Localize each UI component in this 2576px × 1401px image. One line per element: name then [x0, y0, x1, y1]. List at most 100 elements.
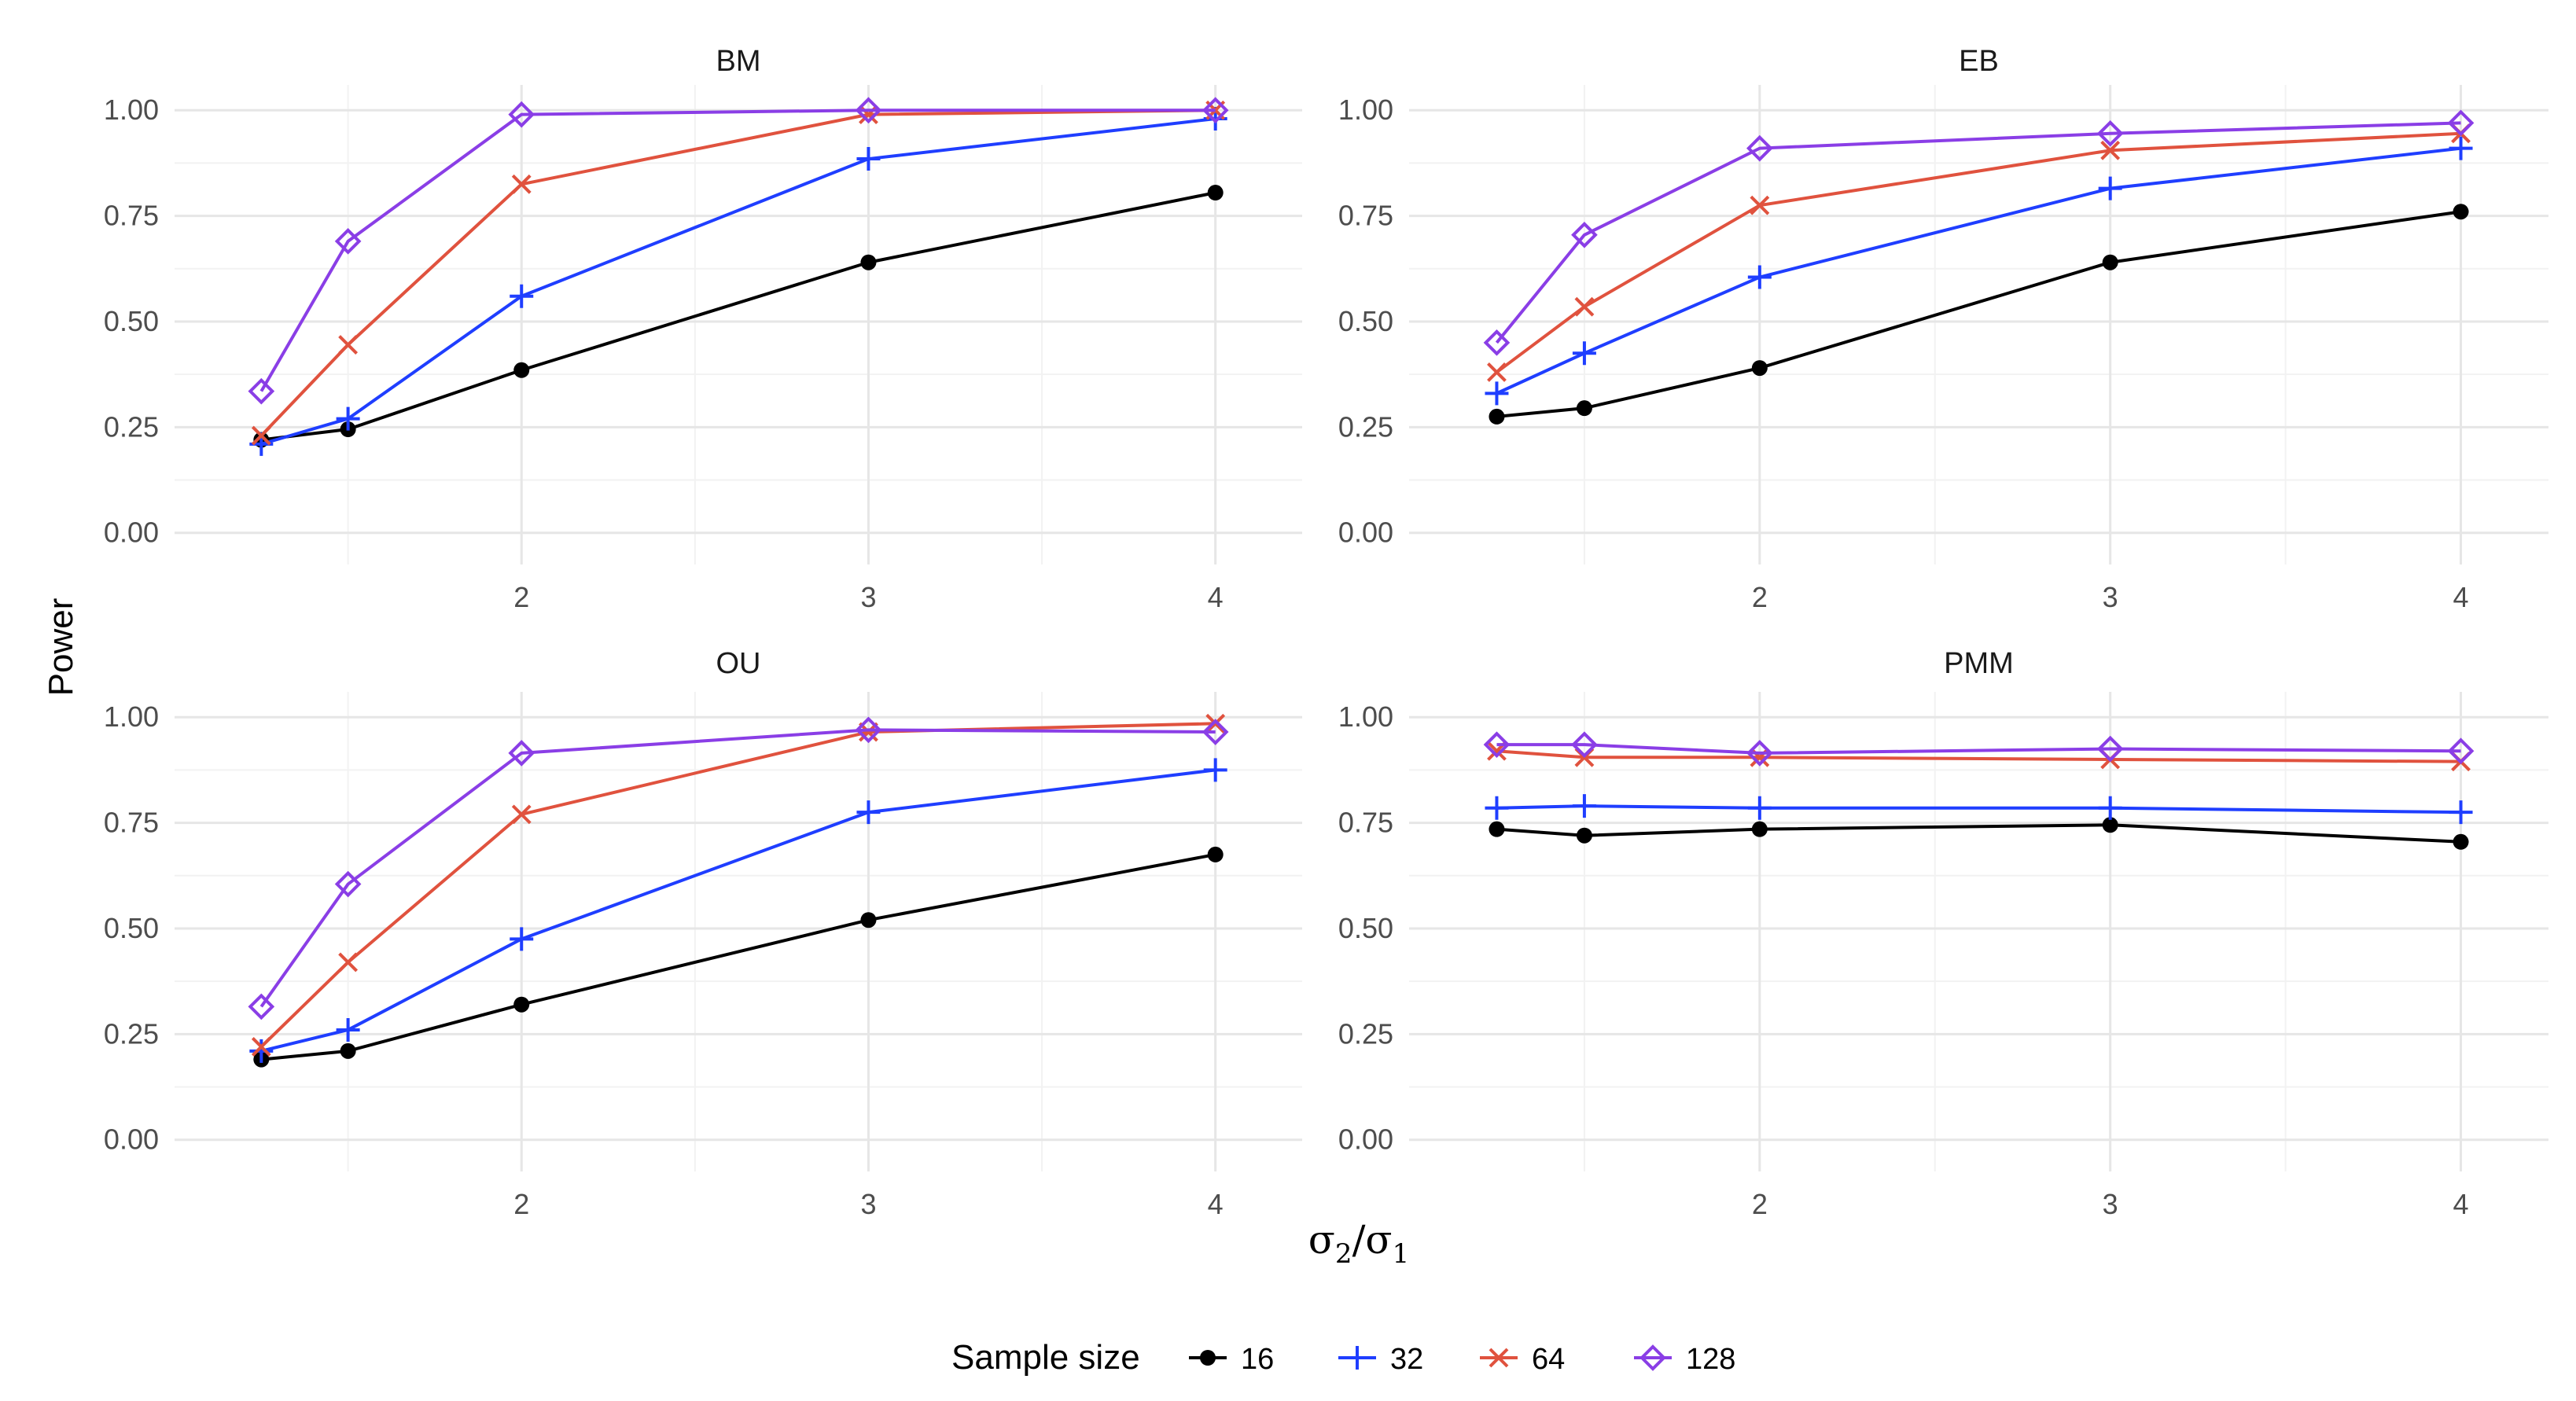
data-point-128: [2096, 120, 2124, 147]
data-point-128: [2447, 737, 2475, 765]
y-axis-title: Power: [42, 598, 80, 697]
y-tick-label: 0.75: [1338, 200, 1393, 232]
data-point-128: [1483, 731, 1511, 759]
data-point-64: [1487, 362, 1507, 382]
legend-marker-diamond: [1639, 1344, 1666, 1371]
data-point-16: [1489, 821, 1505, 837]
series-line-128: [259, 728, 1216, 1008]
data-point-32: [336, 1017, 360, 1042]
panel-eb: EB 0.00 0.25 0.50 0.75 1.00 2 3 4: [1338, 45, 2548, 613]
data-point-32: [856, 800, 881, 825]
series-16: [1489, 204, 2469, 425]
y-tick-label: 0.50: [1338, 912, 1393, 944]
data-point-128: [508, 740, 535, 767]
x-tick-label: 4: [2453, 581, 2469, 613]
series-32: [1485, 794, 2473, 825]
panels: BM 0.00 0.25 0.50 0.75 1.00 2 3 4 EB 0.00 0.25 0.50 0…: [104, 45, 2548, 1220]
legend: Sample size 16 32 64 128: [951, 1338, 1735, 1377]
legend-items: 16 32 64 128: [1189, 1343, 1735, 1376]
series-128: [1483, 109, 2475, 356]
legend-label: 32: [1390, 1343, 1423, 1376]
y-tick-label: 1.00: [1338, 94, 1393, 126]
y-tick-label: 0.75: [104, 200, 159, 232]
data-point-16: [340, 1042, 356, 1059]
x-tick-label: 2: [1752, 1188, 1768, 1220]
y-tick-label: 0.00: [1338, 517, 1393, 549]
data-point-16: [2102, 254, 2118, 270]
data-point-16: [1576, 400, 1592, 417]
legend-label: 16: [1241, 1343, 1274, 1376]
x-tick-label: 3: [860, 1188, 876, 1220]
data-point-32: [2098, 796, 2122, 820]
legend-item-64: 64: [1480, 1343, 1565, 1376]
panel-title: OU: [716, 647, 761, 680]
data-point-128: [1483, 329, 1511, 356]
y-tick-label: 0.25: [104, 1017, 159, 1050]
x-axis-title-sigma-2: σ: [1365, 1217, 1392, 1263]
legend-marker-plus: [1345, 1346, 1369, 1370]
data-point-16: [2453, 833, 2469, 850]
data-point-32: [2098, 176, 2122, 200]
panel-title: BM: [716, 45, 761, 78]
data-point-16: [2453, 204, 2469, 220]
legend-item-16: 16: [1189, 1343, 1274, 1376]
data-point-16: [860, 912, 877, 928]
data-point-32: [2449, 800, 2473, 825]
data-point-128: [1202, 719, 1229, 745]
data-point-16: [1207, 185, 1224, 201]
series-line-128: [1495, 121, 2461, 344]
data-point-128: [2447, 109, 2475, 137]
legend-marker-circle: [1200, 1350, 1216, 1366]
data-point-64: [1205, 713, 1226, 734]
data-point-64: [338, 952, 359, 973]
y-tick-label: 0.00: [1338, 1123, 1393, 1156]
x-axis-title-subscript-2: 2: [1335, 1238, 1352, 1270]
data-point-64: [1574, 296, 1595, 317]
series-64: [1487, 123, 2471, 382]
data-point-64: [1750, 195, 1770, 215]
data-point-16: [1751, 821, 1768, 837]
data-point-64: [511, 174, 532, 194]
data-point-128: [1571, 731, 1598, 759]
series-128: [248, 716, 1229, 1020]
x-tick-label: 2: [513, 581, 529, 613]
major-gridlines: [175, 85, 1302, 564]
panel-bm: BM 0.00 0.25 0.50 0.75 1.00 2 3 4: [104, 45, 1302, 613]
legend-item-32: 32: [1338, 1343, 1423, 1376]
panel-pmm: PMM 0.00 0.25 0.50 0.75 1.00 2 3 4: [1338, 647, 2548, 1220]
y-tick-label: 0.00: [104, 1123, 159, 1156]
major-gridlines: [1409, 692, 2548, 1171]
legend-label: 64: [1532, 1343, 1565, 1376]
data-point-32: [1485, 381, 1509, 406]
x-axis-title: σ2/σ1: [1308, 1217, 1409, 1270]
data-point-16: [1489, 408, 1505, 425]
panel-ou: OU 0.00 0.25 0.50 0.75 1.00 2 3 4: [104, 647, 1302, 1220]
series-32: [249, 758, 1227, 1063]
panel-title: PMM: [1944, 647, 2014, 680]
data-point-128: [2096, 735, 2124, 763]
y-tick-label: 1.00: [1338, 700, 1393, 733]
y-tick-label: 0.25: [1338, 1017, 1393, 1050]
minor-gridlines: [1409, 85, 2548, 564]
data-point-32: [510, 927, 534, 951]
data-point-32: [1572, 341, 1596, 366]
data-point-32: [1485, 796, 1509, 820]
data-point-32: [2449, 136, 2473, 160]
y-tick-label: 0.50: [104, 912, 159, 944]
legend-marker-cross: [1489, 1348, 1509, 1368]
x-tick-label: 2: [1752, 581, 1768, 613]
x-axis-title-subscript-1: 1: [1393, 1238, 1410, 1270]
data-point-32: [1747, 796, 1772, 820]
panel-title: EB: [1959, 45, 1999, 78]
data-point-64: [2100, 140, 2121, 160]
data-point-128: [248, 993, 275, 1020]
data-point-128: [855, 97, 882, 124]
data-point-32: [336, 406, 360, 431]
minor-gridlines: [175, 692, 1302, 1171]
x-axis-title-sigma: σ: [1308, 1217, 1335, 1263]
x-tick-label: 3: [2103, 581, 2118, 613]
data-point-128: [1202, 97, 1229, 124]
data-point-32: [1747, 265, 1772, 289]
